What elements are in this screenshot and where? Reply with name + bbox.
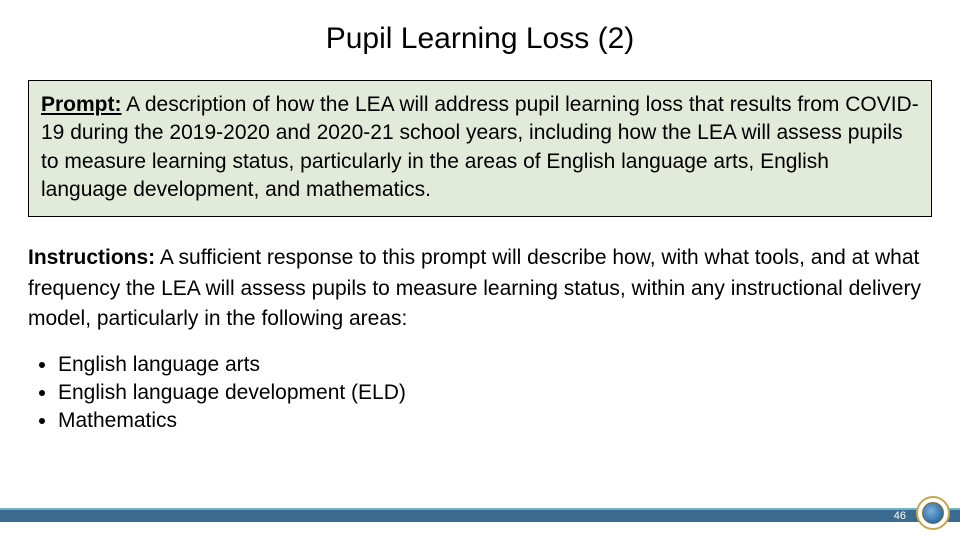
page-title: Pupil Learning Loss (2) [0,0,960,56]
prompt-label: Prompt: [41,93,122,116]
bullet-list: English language arts English language d… [58,353,960,433]
list-item: English language arts [58,353,960,377]
prompt-body: A description of how the LEA will addres… [41,93,919,201]
list-item: Mathematics [58,409,960,433]
instructions-paragraph: Instructions: A sufficient response to t… [28,243,932,334]
instructions-body: A sufficient response to this prompt wil… [28,246,921,330]
footer: 46 [0,498,960,532]
slide: Pupil Learning Loss (2) Prompt: A descri… [0,0,960,540]
instructions-label: Instructions: [28,246,155,269]
prompt-paragraph: Prompt: A description of how the LEA wil… [41,91,919,204]
page-number: 46 [894,510,906,522]
seal-inner-icon [922,502,944,524]
seal-icon [916,496,950,530]
prompt-box: Prompt: A description of how the LEA wil… [28,80,932,217]
list-item: English language development (ELD) [58,381,960,405]
footer-band [0,508,960,522]
